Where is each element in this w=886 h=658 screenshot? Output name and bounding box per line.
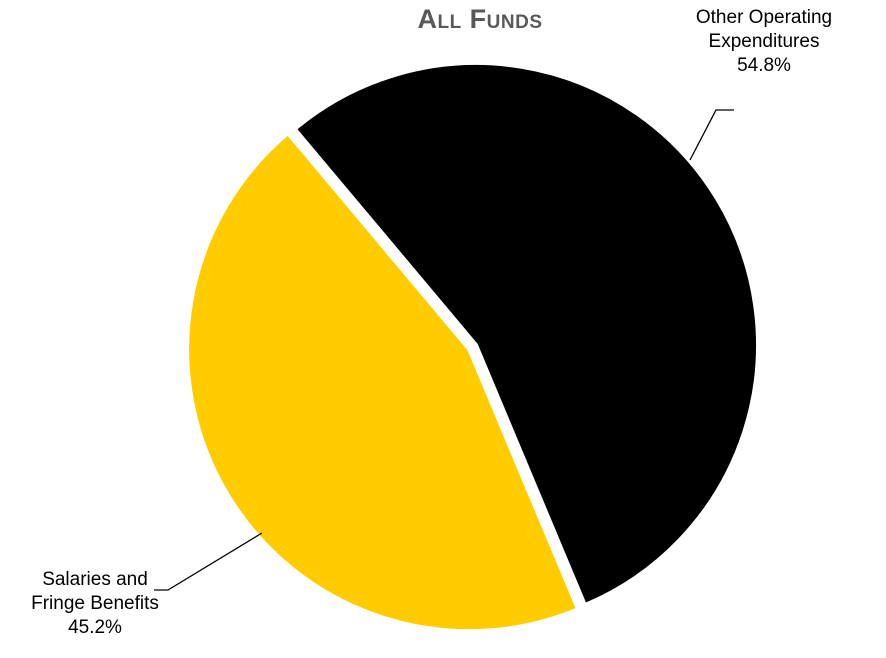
slice-label-other-operating-expenditures: Other Operating Expenditures 54.8%: [654, 6, 874, 78]
slice-label-line1: Other Operating: [695, 7, 833, 28]
leader-line: [154, 532, 263, 591]
pie-slice: [291, 61, 760, 608]
pie-slice: [185, 130, 581, 634]
slice-label-line2: Expenditures: [708, 31, 820, 52]
slice-label-line2: Fringe Benefits: [31, 593, 159, 614]
chart-title: All Funds: [417, 4, 543, 34]
slice-label-salaries-and-fringe-benefits: Salaries and Fringe Benefits 45.2%: [0, 568, 190, 640]
slice-label-line1: Salaries and: [42, 569, 148, 590]
leader-line: [689, 109, 734, 161]
slice-label-value: 54.8%: [737, 55, 791, 76]
slice-label-value: 45.2%: [68, 617, 122, 638]
